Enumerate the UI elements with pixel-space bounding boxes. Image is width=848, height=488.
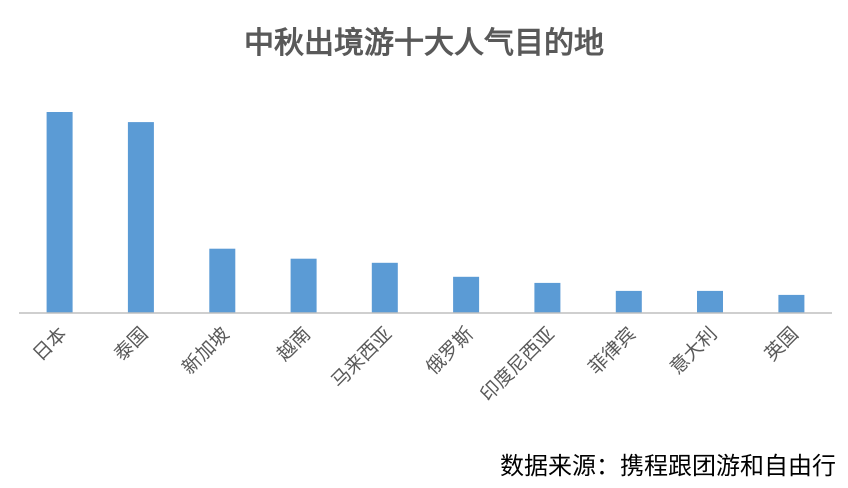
bars-group [46, 112, 805, 314]
bar-5 [453, 276, 480, 313]
category-label-4: 马来西亚 [327, 323, 396, 392]
category-label-6: 印度尼西亚 [476, 323, 559, 406]
category-label-5: 俄罗斯 [422, 323, 478, 379]
category-label-2: 新加坡 [178, 323, 234, 379]
source-note: 数据来源：携程跟团游和自由行 [500, 452, 836, 480]
bar-3 [290, 258, 317, 313]
bar-1 [127, 122, 154, 313]
category-label-0: 日本 [29, 323, 71, 365]
category-label-9: 英国 [760, 323, 802, 365]
chart-title: 中秋出境游十大人气目的地 [244, 26, 604, 61]
bar-6 [534, 282, 561, 313]
bar-0 [46, 112, 73, 313]
category-label-8: 意大利 [666, 323, 722, 379]
bar-9 [778, 294, 805, 313]
bar-7 [615, 290, 642, 313]
bar-2 [209, 248, 236, 313]
category-label-1: 泰国 [110, 323, 152, 365]
bar-4 [371, 262, 398, 314]
category-label-7: 菲律宾 [584, 323, 640, 379]
category-label-3: 越南 [273, 323, 315, 365]
bar-8 [697, 290, 723, 313]
